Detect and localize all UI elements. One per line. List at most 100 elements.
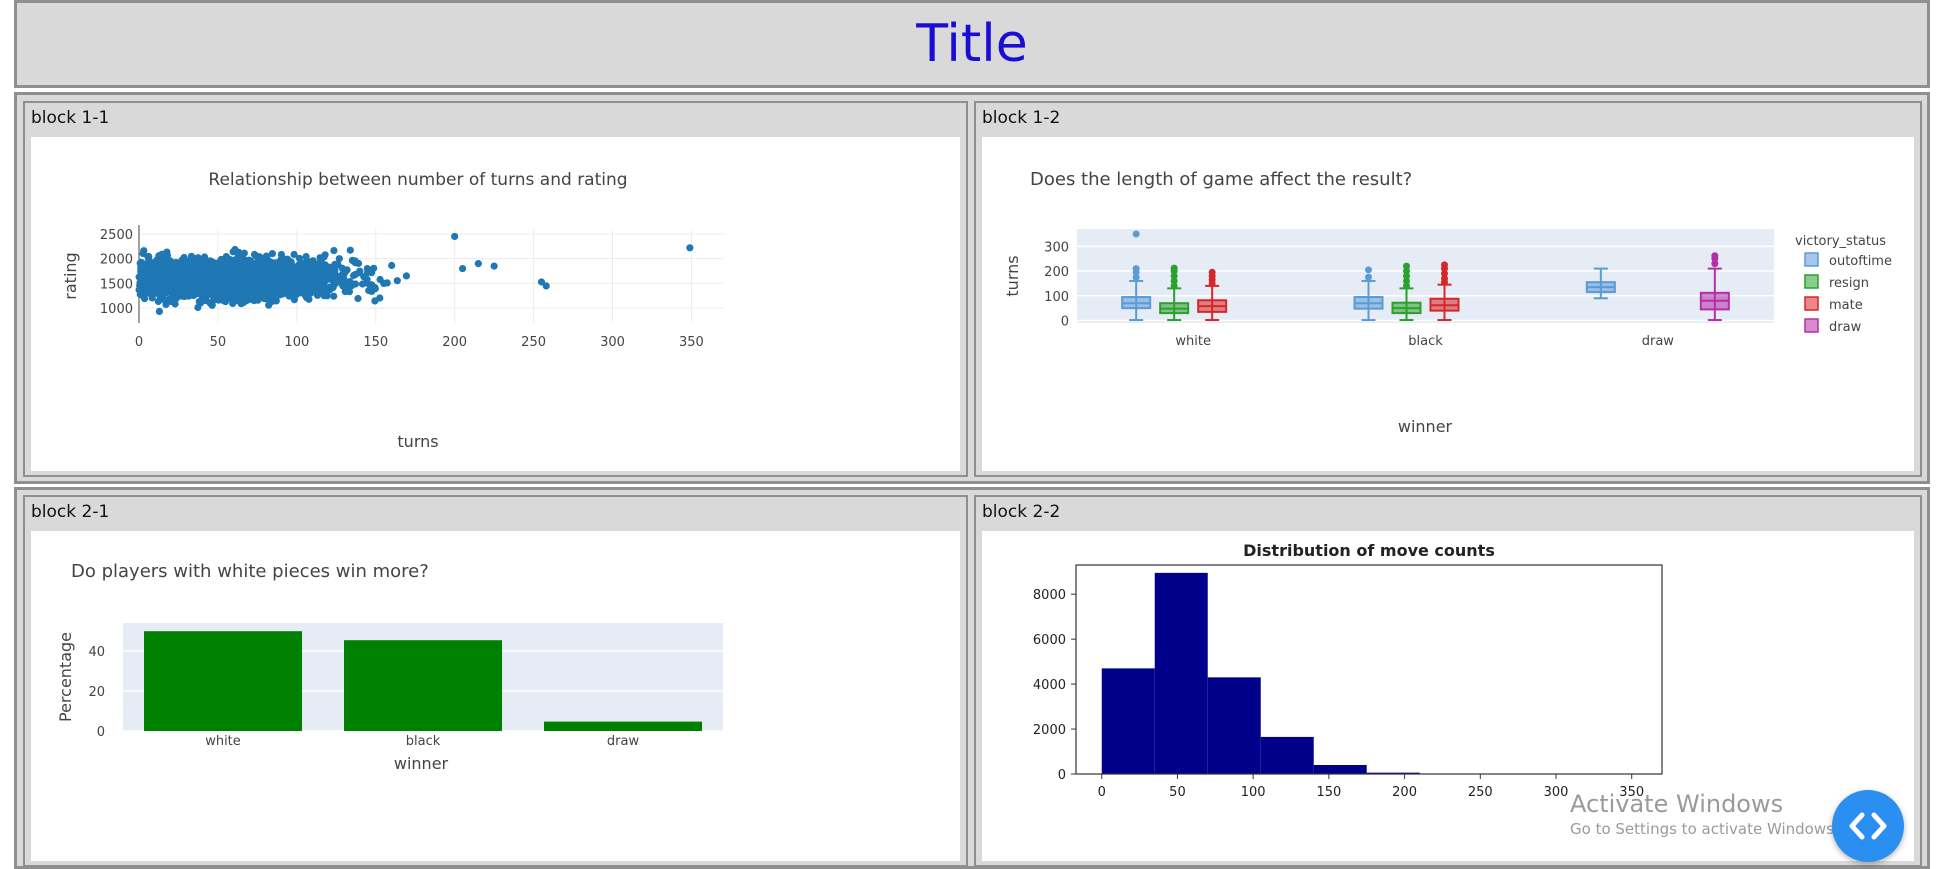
histogram-bar (1366, 772, 1420, 774)
x-tick-label: 250 (521, 335, 546, 350)
scatter-point (158, 267, 166, 275)
y-tick-label: 1500 (100, 277, 133, 292)
scatter-point (317, 258, 325, 266)
scatter-point (331, 268, 339, 276)
scatter-point (143, 289, 152, 297)
scatter-point (290, 250, 298, 259)
legend-title: victory_status (1795, 234, 1886, 249)
scatter-point (200, 264, 208, 272)
box-outlier (1132, 273, 1140, 281)
scatter-point (371, 285, 379, 293)
scatter-point (330, 247, 338, 255)
scatter-point (343, 279, 351, 287)
scatter-point (197, 280, 205, 288)
y-tick-label: 0 (97, 725, 105, 740)
box-outlier (1170, 282, 1178, 290)
scatter-point (139, 250, 147, 258)
box-outlier (1365, 266, 1372, 274)
scatter-point (273, 284, 281, 292)
scatter-point (235, 269, 243, 277)
block-header: block 2-2 (982, 502, 1061, 522)
block-header: block 1-1 (31, 108, 110, 128)
bar-chart[interactable]: 0 20 40 Do players with white pieces win mo… (31, 531, 962, 865)
y-tick-label: 2000 (100, 253, 133, 268)
scatter-point (248, 268, 256, 276)
scatter-point (368, 269, 376, 277)
scatter-point (451, 232, 459, 241)
bar-white (144, 631, 302, 731)
y-tick-label: 300 (1044, 240, 1069, 255)
scatter-point (266, 290, 274, 299)
scatter-chart[interactable]: Relationship between number of turns and… (31, 137, 962, 475)
scatter-point (313, 281, 321, 289)
x-tick-label: 100 (284, 335, 309, 350)
scatter-point (402, 272, 410, 280)
box-outoftime (1353, 266, 1384, 322)
scatter-point (181, 259, 189, 267)
bar-draw (544, 721, 702, 731)
y-tick-label: 0 (1058, 768, 1066, 783)
scatter-point (191, 261, 200, 269)
histogram-bar (1101, 668, 1155, 774)
block-header: block 2-1 (31, 502, 110, 522)
box-outoftime (1121, 230, 1152, 322)
scatter-point (256, 270, 264, 278)
box-mate (1197, 268, 1228, 322)
chart-title: Does the length of game affect the resul… (1030, 169, 1412, 190)
scatter-point (321, 251, 329, 259)
histogram-bar (1260, 736, 1314, 774)
scatter-point (204, 269, 212, 278)
plot-frame (1075, 564, 1663, 775)
scatter-point (243, 267, 251, 275)
scatter-point (250, 250, 259, 259)
scatter-point (537, 278, 546, 286)
scatter-point (351, 280, 360, 288)
x-tick-label: 50 (210, 335, 227, 350)
block-1-1: block 1-1 Relationship between number of… (23, 101, 968, 477)
scatter-point (135, 286, 143, 294)
scatter-point (335, 255, 343, 263)
scatter-point (304, 281, 312, 289)
scatter-point (330, 292, 338, 300)
box-outlier (1132, 230, 1140, 238)
scatter-point (268, 250, 276, 258)
scatter-point (148, 278, 156, 286)
scatter-point (186, 280, 194, 288)
scatter-point (334, 261, 342, 269)
scatter-point (154, 290, 162, 298)
scatter-point (186, 291, 195, 299)
box-resign (1391, 262, 1422, 322)
block-2-2: block 2-2 Distribution of move counts 0 20… (974, 495, 1922, 867)
code-toggle-button[interactable] (1832, 790, 1904, 862)
block-header: block 1-2 (982, 108, 1061, 128)
scatter-point (363, 275, 371, 283)
scatter-point (221, 297, 229, 305)
box-chart[interactable]: 0 100 200 300 Does the length of game affect… (982, 137, 1916, 475)
scatter-point (380, 279, 388, 287)
legend-item: outoftime (1829, 254, 1892, 269)
x-axis-label: winner (394, 754, 449, 773)
x-tick-label: draw (607, 734, 640, 749)
scatter-point (222, 262, 231, 270)
y-tick-label: 8000 (1033, 588, 1066, 603)
chart-title: Do players with white pieces win more? (71, 561, 429, 582)
box-outlier (1441, 274, 1448, 282)
x-tick-label: 0 (135, 335, 143, 350)
scatter-point (315, 265, 323, 273)
block-1-2: block 1-2 0 100 200 300 Does the length of g… (974, 101, 1922, 477)
scatter-point (686, 244, 694, 252)
scatter-point (293, 282, 301, 290)
histogram-bar (1313, 765, 1367, 774)
scatter-point (288, 274, 296, 282)
y-tick-label: 100 (1044, 290, 1069, 305)
title-bar: Title (14, 0, 1930, 88)
legend-swatch (1804, 318, 1819, 333)
histogram-bar (1207, 677, 1261, 774)
x-tick-label: 150 (363, 335, 388, 350)
scatter-point (228, 264, 236, 272)
box-outlier (1170, 272, 1178, 280)
scatter-point (302, 253, 310, 261)
chart-title: Distribution of move counts (1243, 541, 1495, 560)
y-tick-label: 6000 (1033, 633, 1066, 648)
row-2: block 2-1 0 20 40 Do players with white pie… (14, 487, 1930, 869)
